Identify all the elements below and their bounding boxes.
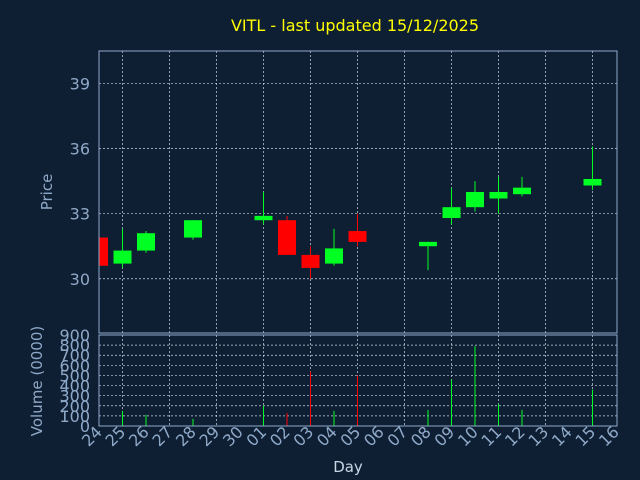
volume-axis-label: Volume (0000): [28, 326, 46, 436]
candle-body: [113, 250, 132, 264]
candle-body: [137, 233, 155, 251]
candle-body: [348, 231, 367, 242]
volume-panel-frame: [98, 334, 618, 427]
price-tick-label: 36: [70, 140, 90, 159]
candles: [98, 146, 602, 279]
candle-body: [301, 254, 320, 268]
volume-tick-label: 300: [59, 387, 90, 406]
candle-body: [583, 178, 602, 186]
candle-body: [489, 192, 508, 199]
volume-bars: [122, 346, 593, 426]
candle-body: [419, 241, 437, 247]
price-tick-label: 33: [70, 205, 90, 224]
price-tick-label: 30: [70, 270, 90, 289]
x-axis-label: Day: [333, 458, 363, 476]
volume-tick-label: 100: [59, 407, 90, 426]
candle-body: [325, 248, 343, 264]
volume-tick-label: 600: [59, 356, 90, 375]
volume-tick-label: 500: [59, 366, 90, 385]
volume-tick-label: 400: [59, 377, 90, 396]
volume-tick-label: 900: [59, 326, 90, 345]
volume-tick-label: 700: [59, 346, 90, 365]
candle-body: [278, 220, 296, 255]
candle-body: [466, 192, 484, 208]
candle-body: [442, 207, 461, 219]
price-tick-labels: 30 33 36 39: [70, 75, 90, 289]
candle-body: [99, 237, 108, 266]
volume-tick-label: 200: [59, 397, 90, 416]
candle-body: [254, 215, 273, 221]
candle-body: [184, 220, 202, 238]
chart-title: VITL - last updated 15/12/2025: [231, 16, 479, 35]
x-tick-labels: 2425262728293001020304050607080910111213…: [78, 422, 623, 450]
candle-body: [513, 187, 531, 195]
price-tick-label: 39: [70, 75, 90, 94]
price-panel-frame: [98, 50, 618, 334]
price-axis-label: Price: [38, 174, 56, 211]
volume-tick-label: 0: [80, 417, 90, 436]
volume-tick-label: 800: [59, 336, 90, 355]
